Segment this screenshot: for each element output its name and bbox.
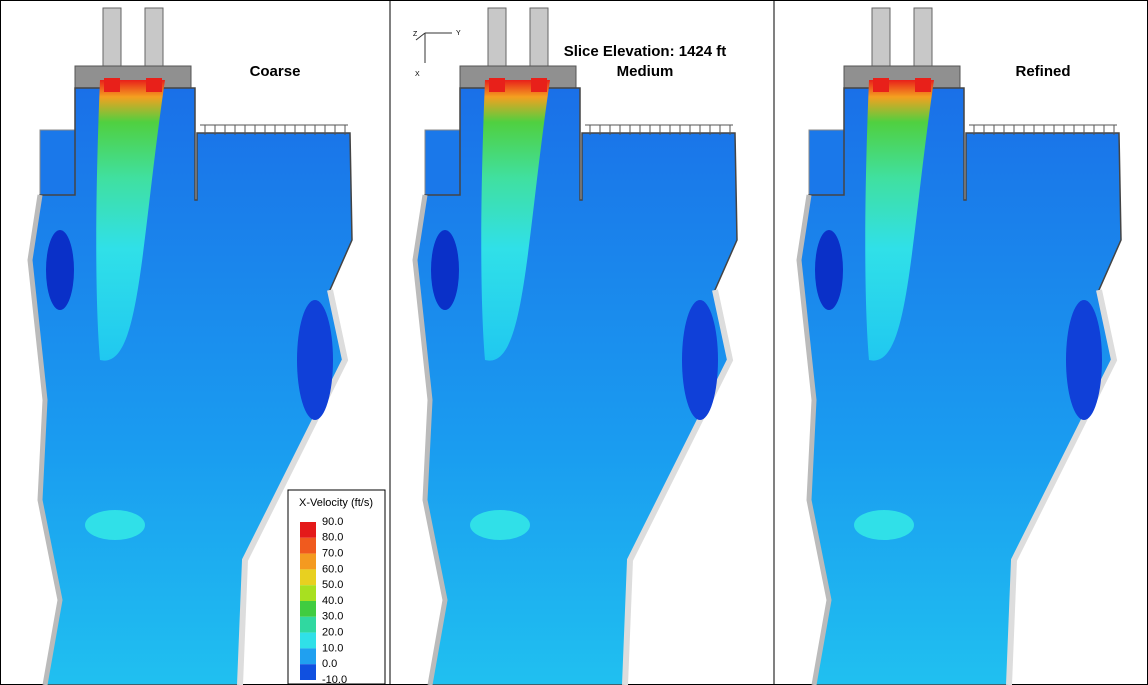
legend-label: -10.0 <box>322 674 347 685</box>
axes-triad: Z Y X <box>413 30 461 78</box>
legend-swatch <box>300 633 316 649</box>
legend-label: 90.0 <box>322 516 343 528</box>
legend-label: 80.0 <box>322 532 343 544</box>
legend-swatch <box>300 617 316 633</box>
legend-label: 10.0 <box>322 642 343 654</box>
legend-swatch <box>300 664 316 680</box>
legend-label: 50.0 <box>322 579 343 591</box>
panel-title: Refined <box>1015 63 1070 80</box>
legend-label: 20.0 <box>322 627 343 639</box>
axis-label: Y <box>456 30 461 37</box>
legend-label: 30.0 <box>322 611 343 623</box>
panel-title: Coarse <box>250 63 301 80</box>
legend-swatch <box>300 538 316 554</box>
axis-label: X <box>415 71 420 78</box>
legend-label: 60.0 <box>322 563 343 575</box>
legend-label: 40.0 <box>322 595 343 607</box>
figure: Coarse Slice Elevation: 1424 ft Medium R… <box>0 0 1148 685</box>
legend-swatch <box>300 585 316 601</box>
legend-swatch <box>300 554 316 570</box>
legend: X-Velocity (ft/s) 90.0 80.0 70.0 60.0 50.0 40… <box>288 490 385 685</box>
panel-medium <box>415 8 737 685</box>
legend-label: 70.0 <box>322 548 343 560</box>
legend-swatch <box>300 522 316 538</box>
legend-swatch <box>300 648 316 664</box>
axis-label: Z <box>413 31 418 38</box>
panel-subtitle: Slice Elevation: 1424 ft <box>564 43 727 60</box>
legend-title: X-Velocity (ft/s) <box>299 497 373 509</box>
panel-title: Medium <box>617 63 674 80</box>
legend-swatch <box>300 569 316 585</box>
legend-swatch <box>300 601 316 617</box>
page: Coarse Slice Elevation: 1424 ft Medium R… <box>0 0 1148 685</box>
panel-refined <box>799 8 1121 685</box>
legend-label: 0.0 <box>322 658 337 670</box>
